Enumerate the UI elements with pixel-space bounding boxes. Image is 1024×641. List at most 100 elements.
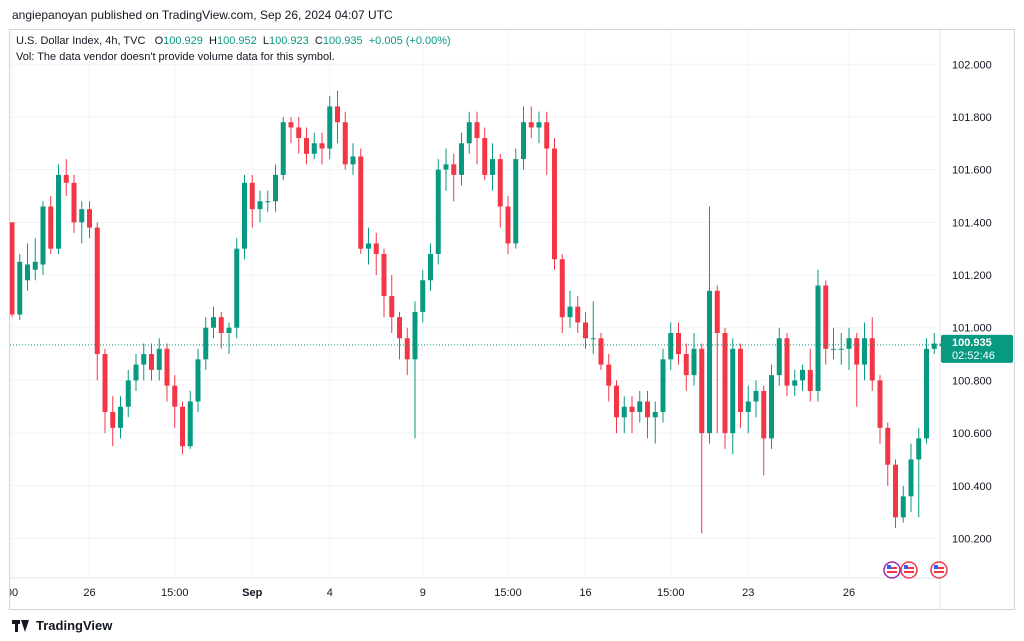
candle-body <box>79 209 85 223</box>
x-tick-label: Sep <box>242 587 262 599</box>
low-label: L <box>262 35 269 47</box>
candle-body <box>815 285 821 391</box>
flag-stripe <box>934 567 944 569</box>
y-tick-label: 101.400 <box>952 217 992 229</box>
candle-body <box>490 159 495 175</box>
candle-body <box>435 169 441 254</box>
candle-body <box>195 359 201 402</box>
symbol-name: U.S. Dollar Index, 4h, TVC <box>16 35 146 47</box>
us-flag-icon <box>930 561 948 579</box>
candle-body <box>792 380 798 386</box>
candle-body <box>846 338 852 349</box>
candle-body <box>358 156 364 249</box>
candle-body <box>528 122 534 128</box>
candle-body <box>854 338 860 365</box>
symbol-legend: U.S. Dollar Index, 4h, TVC O100.929 H 100… <box>16 35 451 47</box>
candle-body <box>87 209 92 228</box>
candle-body <box>800 369 805 381</box>
candle-body <box>218 317 224 333</box>
candle-body <box>924 348 929 439</box>
price-badge-value: 100.935 <box>952 337 992 349</box>
candle-body <box>862 338 867 365</box>
open-label: O <box>154 35 164 47</box>
x-tick-label: 15:00 <box>494 587 522 599</box>
candle-body <box>908 459 914 497</box>
low-value: 100.923 <box>269 35 309 47</box>
candle-body <box>296 127 302 139</box>
candle-body <box>931 343 937 349</box>
candle-body <box>133 364 139 381</box>
candle-body <box>226 327 232 333</box>
candle-body <box>17 261 23 315</box>
chart-panel[interactable]: 102.000 101.800 101.600 101.400 101.200 101.0… <box>9 29 1015 610</box>
y-tick-label: 101.600 <box>952 165 992 177</box>
candle-body <box>389 296 395 318</box>
candle-body <box>738 348 743 413</box>
candle-body <box>288 122 294 128</box>
candle-body <box>48 206 54 249</box>
candle-body <box>443 164 449 170</box>
flag-stripe <box>887 571 897 573</box>
candle-body <box>381 253 387 297</box>
candle-body <box>838 348 844 350</box>
candle-body <box>590 338 596 340</box>
candle-body <box>350 156 356 165</box>
price-badge-countdown: 02:52:46 <box>952 350 995 362</box>
open-value: 100.929 <box>163 35 203 47</box>
candle-body <box>459 143 464 175</box>
flag-stripe <box>904 567 914 569</box>
candle-body <box>451 164 457 175</box>
candle-body <box>187 401 193 447</box>
candle-body <box>606 364 612 386</box>
high-label: H <box>209 35 217 47</box>
y-tick-label: 102.000 <box>952 59 992 71</box>
candle-body <box>10 222 15 315</box>
candle-body <box>265 201 271 203</box>
candle-body <box>536 122 542 128</box>
x-tick-label: 16 <box>579 587 591 599</box>
candle-body <box>769 375 774 439</box>
candle-body <box>319 143 325 149</box>
candlestick-chart[interactable]: 102.000 101.800 101.600 101.400 101.200 101.0… <box>10 30 1014 609</box>
candle-body <box>242 182 247 249</box>
close-label: C <box>314 35 323 47</box>
candle-body <box>149 354 154 370</box>
candle-body <box>583 322 588 339</box>
candle-body <box>156 348 162 370</box>
flag-stripe <box>887 567 897 569</box>
candle-body <box>71 182 77 223</box>
candle-body <box>110 412 116 428</box>
candle-body <box>629 406 635 413</box>
close-value: 100.935 <box>322 35 363 47</box>
candle-body <box>598 338 604 365</box>
candle-body <box>63 174 69 183</box>
candle-body <box>893 464 898 518</box>
candle-body <box>683 354 689 376</box>
candle-body <box>559 259 565 318</box>
candle-body <box>397 317 402 339</box>
candle-body <box>32 261 38 270</box>
candle-body <box>164 348 170 386</box>
footer-brand[interactable]: TradingView <box>12 618 112 633</box>
candle-body <box>40 206 46 265</box>
candle-body <box>885 427 891 465</box>
flag-stripe <box>934 571 944 573</box>
price-badge <box>941 334 1013 363</box>
candle-body <box>211 317 216 328</box>
candle-body <box>691 348 697 376</box>
candle-body <box>203 327 209 360</box>
candle-body <box>404 338 410 360</box>
candle-body <box>869 338 875 381</box>
x-tick-label: 4 <box>327 587 333 599</box>
candle-body <box>676 332 681 355</box>
candle-body <box>575 306 581 323</box>
flag-canton <box>934 565 938 569</box>
y-tick-label: 100.800 <box>952 375 992 387</box>
candle-body <box>412 311 418 360</box>
candle-body <box>25 264 30 281</box>
candle-body <box>544 122 550 149</box>
candle-body <box>335 106 340 123</box>
candle-body <box>614 385 619 418</box>
candle-body <box>311 143 317 154</box>
